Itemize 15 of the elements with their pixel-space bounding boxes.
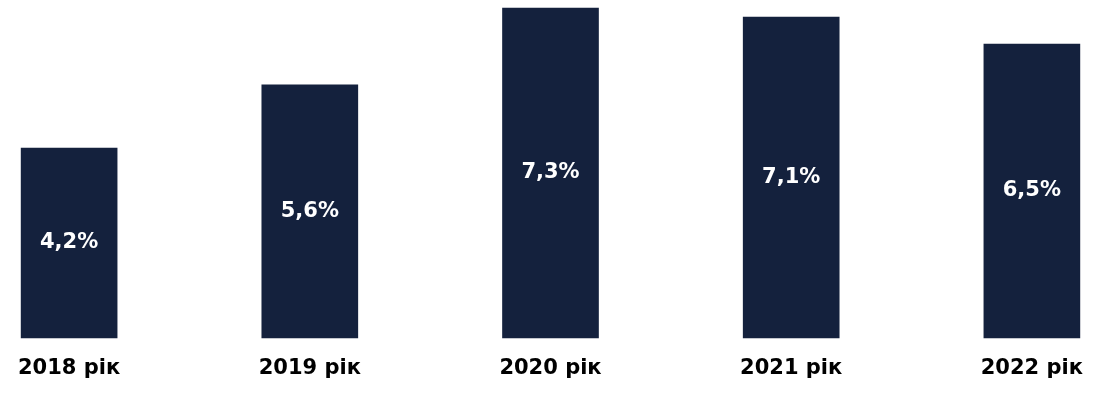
data-label: 7,3% <box>521 159 580 184</box>
x-tick-label: 2021 рік <box>740 354 843 379</box>
bar <box>983 43 1081 339</box>
x-tick-label: 2022 рік <box>980 354 1083 379</box>
bar <box>20 147 118 339</box>
bar <box>261 84 359 339</box>
bar <box>742 16 840 339</box>
data-label: 4,2% <box>40 229 99 254</box>
data-label: 6,5% <box>1002 177 1061 202</box>
x-tick-label: 2020 рік <box>499 354 602 379</box>
bar <box>502 7 599 339</box>
data-label: 7,1% <box>762 163 821 188</box>
x-tick-label: 2018 рік <box>18 354 121 379</box>
data-label: 5,6% <box>280 197 339 222</box>
x-tick-label: 2019 рік <box>258 354 361 379</box>
